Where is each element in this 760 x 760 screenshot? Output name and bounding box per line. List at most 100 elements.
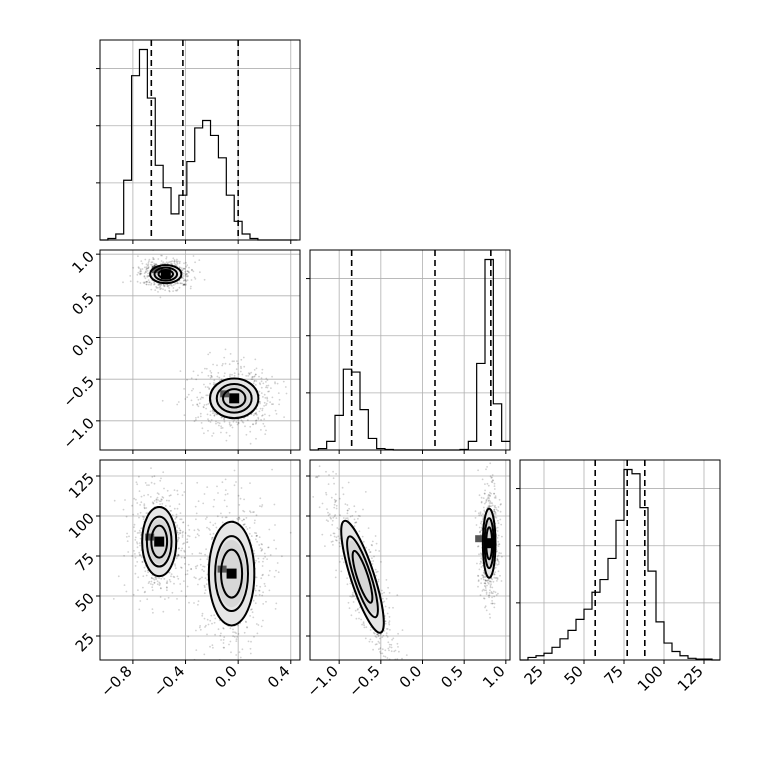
sample-point [357,517,359,520]
sample-point [147,267,150,270]
sample-point [346,509,349,512]
sample-point [482,571,485,574]
sample-point [207,418,209,421]
sample-point [260,550,263,552]
y-tick-label: 75 [72,549,98,575]
sample-point [210,371,213,374]
sample-point [181,547,184,550]
sample-point [183,283,186,286]
sample-point [499,503,502,506]
sample-point [277,571,280,574]
sample-point [484,587,487,589]
sample-point [477,585,479,588]
sample-point [186,538,189,541]
sample-point [255,420,257,422]
sample-point [249,615,252,617]
sample-point [242,509,245,512]
sample-point [138,532,141,534]
sample-point [153,581,156,584]
sample-point [212,412,214,415]
sample-point [500,552,502,555]
x-tick-label: 75 [601,662,627,688]
sample-point [207,623,210,626]
sample-point [216,413,219,416]
sample-point [194,577,197,580]
sample-point [493,510,495,513]
histogram-3 [520,468,720,661]
sample-point [170,509,173,512]
sample-point [179,532,182,534]
sample-point [214,633,217,636]
sample-point [199,577,202,580]
sample-point [261,407,264,410]
sample-point [271,403,273,406]
sample-point [263,425,266,428]
sample-point [146,281,148,283]
sample-point [153,283,156,285]
sample-point [491,481,494,484]
sample-point [500,523,503,526]
sample-point [205,548,208,551]
sample-point [160,477,162,480]
sample-point [335,536,338,539]
sample-point [213,379,216,382]
sample-point [162,496,165,499]
sample-point [281,555,283,558]
sample-point [181,536,184,538]
sample-point [262,560,264,563]
sample-point [174,521,177,524]
sample-point [145,574,148,577]
sample-point [253,549,255,552]
sample-point [150,576,153,579]
sample-point [204,553,207,556]
sample-point [157,258,160,260]
sample-point [254,413,257,415]
sample-point [202,406,205,408]
sample-point [368,548,370,551]
sample-point [253,376,255,378]
sample-point [151,608,154,610]
sample-point [485,609,488,612]
sample-point [203,383,205,386]
sample-point [275,413,278,415]
sample-point [158,584,161,586]
sample-point [146,264,149,267]
sample-point [488,505,491,508]
sample-point [220,639,223,641]
sample-point [197,603,199,606]
sample-point [132,513,135,516]
sample-point [482,575,485,578]
sample-point [164,285,166,287]
sample-point [496,558,499,561]
sample-point [389,629,391,631]
sample-point [262,557,265,560]
sample-point [143,506,146,509]
sample-point [255,408,258,410]
sample-point [168,494,171,497]
sample-point [273,575,276,578]
sample-point [335,539,338,542]
sample-point [147,275,150,277]
sample-point [143,266,146,269]
sample-point [377,640,380,643]
sample-point [140,527,143,530]
sample-point [202,502,205,505]
sample-point [141,268,144,270]
sample-point [220,425,223,428]
sample-point [139,600,142,602]
sample-point [351,515,354,517]
sample-point [372,648,374,651]
sample-point [222,363,224,365]
sample-point [133,526,135,528]
sample-point [381,652,384,655]
sample-point [181,494,184,497]
sample-point [228,421,231,424]
sample-point [173,576,176,579]
sample-point [252,382,255,385]
sample-point [164,598,166,600]
sample-point [236,636,239,638]
sample-point [388,646,391,648]
sample-point [150,261,153,264]
sample-point [177,554,180,556]
sample-point [238,516,241,519]
